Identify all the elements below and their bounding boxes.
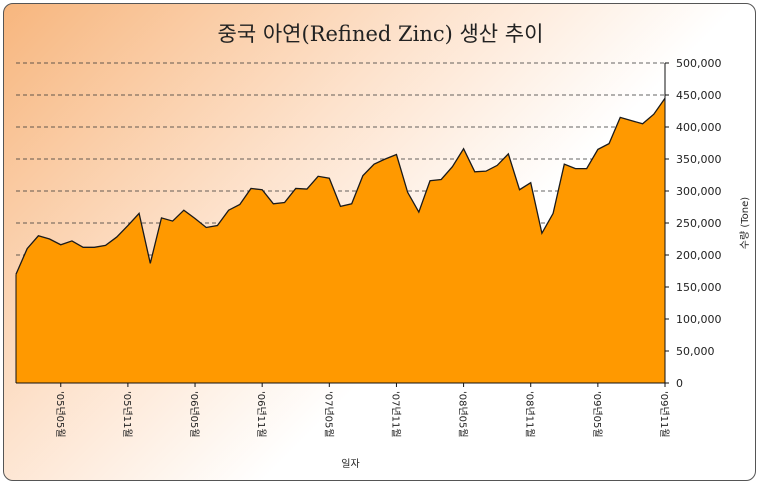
x-tick-label: '06년05월 — [188, 391, 200, 438]
y-tick-labels: 0 50,000 100,000 150,000 200,000 250,000 300,0… — [676, 57, 722, 390]
chart-title: 중국 아연(Refined Zinc) 생산 추이 — [217, 22, 544, 46]
y-tick-label: 500,000 — [676, 57, 722, 70]
y-tick-label: 200,000 — [676, 249, 722, 262]
axes — [15, 62, 669, 387]
x-tick-label: '08년11월 — [524, 391, 536, 438]
x-tick-label: '06년11월 — [255, 391, 267, 438]
y-tick-label: 0 — [676, 377, 683, 390]
y-tick-label: 50,000 — [676, 345, 715, 358]
x-tick-label: '09년11월 — [658, 391, 670, 438]
x-tick-label: '07년11월 — [389, 391, 401, 438]
y-tick-label: 350,000 — [676, 153, 722, 166]
x-tick-labels: '05년05월 '05년11월 '06년05월 '06년11월 '07년05월 '07년1… — [54, 391, 670, 438]
x-tick-label: '07년05월 — [322, 391, 334, 438]
x-tick-label: '05년05월 — [54, 391, 66, 438]
y-tick-label: 400,000 — [676, 121, 722, 134]
area-fill — [16, 98, 665, 383]
y-tick-label: 100,000 — [676, 313, 722, 326]
y-tick-label: 300,000 — [676, 185, 722, 198]
y-tick-label: 450,000 — [676, 89, 722, 102]
y-tick-label: 150,000 — [676, 281, 722, 294]
x-tick-label: '05년11월 — [121, 391, 133, 438]
y-tick-label: 250,000 — [676, 217, 722, 230]
area-layer — [15, 97, 666, 383]
x-tick-label: '08년05월 — [457, 391, 469, 438]
series-line — [15, 97, 666, 275]
y-axis-title: 수량 (Tone) — [739, 197, 751, 249]
x-tick-label: '09년05월 — [591, 391, 603, 438]
x-axis-title: 일자 — [341, 458, 359, 470]
